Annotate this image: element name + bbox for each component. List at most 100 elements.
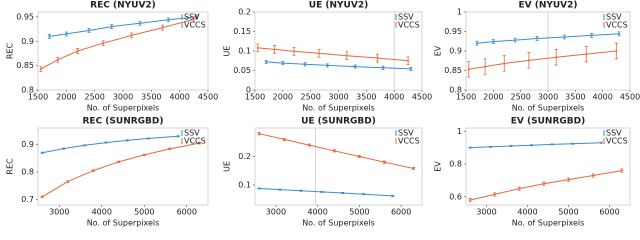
data-point (110, 25, 113, 28)
data-point (273, 48, 276, 51)
y-tick-label: 0.8 (21, 86, 34, 95)
x-tick-label: 4500 (412, 93, 432, 102)
data-point (542, 182, 545, 185)
data-point (492, 40, 495, 43)
legend-label: SSV (184, 129, 200, 138)
y-axis-label: EV (434, 161, 443, 172)
x-axis-label: No. of Superpixels (87, 104, 160, 113)
x-tick-label: 3000 (49, 208, 69, 217)
chart-title: EV (SUNRGBD) (511, 117, 585, 127)
y-tick-label: 0.15 (233, 27, 251, 36)
legend-label: VCCS (184, 21, 206, 30)
chart-title: UE (NYUV2) (309, 1, 368, 11)
data-point (376, 57, 379, 60)
data-point (590, 34, 593, 37)
data-point (620, 169, 623, 172)
data-point (563, 35, 566, 38)
plot-frame (254, 127, 423, 206)
y-axis-label: REC (6, 42, 15, 59)
data-point (168, 147, 171, 150)
x-axis-label: No. of Superpixels (512, 219, 585, 228)
data-point (555, 56, 558, 59)
y-axis-label: UE (223, 46, 232, 57)
data-point (139, 22, 141, 25)
data-point (326, 64, 329, 67)
x-tick-label: 3500 (565, 93, 585, 102)
data-point (279, 188, 282, 191)
y-tick-label: 0.7 (21, 195, 34, 204)
x-tick-label: 3500 (356, 93, 376, 102)
y-tick-label: 0.8 (449, 160, 462, 169)
data-point (130, 34, 133, 37)
data-point (467, 68, 470, 71)
data-point (333, 149, 336, 152)
legend-label: VCCS (398, 137, 420, 146)
data-point (615, 50, 618, 52)
y-axis-label: UE (223, 161, 232, 172)
data-point (362, 193, 365, 196)
y-tick-label: 0.2 (238, 152, 251, 161)
data-point (265, 60, 268, 63)
x-tick-label: 4500 (198, 93, 218, 102)
legend-label: SSV (398, 13, 414, 22)
y-tick-label: 0.95 (16, 12, 34, 21)
data-point (585, 53, 588, 56)
series-line (266, 61, 411, 70)
y-tick-label: 0.1 (238, 47, 251, 56)
x-tick-label: 4000 (384, 93, 404, 102)
x-tick-label: 3000 (328, 93, 348, 102)
data-point (65, 32, 68, 35)
series-line (42, 135, 179, 154)
chart-title: REC (SUNRGBD) (82, 117, 163, 127)
legend-label: SSV (398, 129, 414, 138)
legend-label: SSV (606, 129, 622, 138)
x-tick-label: 4000 (169, 93, 189, 102)
x-tick-label: 6000 (599, 208, 619, 217)
x-tick-label: 4500 (620, 93, 640, 102)
legend-label: VCCS (184, 137, 206, 146)
data-point (341, 192, 344, 195)
plot-frame (254, 11, 423, 91)
x-tick-label: 3000 (266, 208, 286, 217)
y-tick-label: 0.9 (21, 37, 34, 46)
x-tick-label: 3000 (538, 93, 558, 102)
data-point (198, 142, 201, 145)
x-tick-label: 1500 (245, 93, 265, 102)
page: REC (NYUV2) No. of Superpixels REC 1500 2000… (5, 0, 640, 228)
data-point (407, 59, 410, 62)
data-point (258, 132, 261, 135)
data-point (281, 62, 284, 65)
data-point (383, 161, 386, 164)
data-point (167, 18, 170, 21)
y-tick-label: 0.9 (449, 47, 462, 56)
data-point (126, 139, 129, 142)
data-point (567, 178, 570, 181)
x-tick-label: 2500 (300, 93, 320, 102)
data-point (484, 65, 487, 68)
y-tick-label: 0.8 (21, 168, 34, 177)
data-point (92, 169, 95, 172)
data-point (345, 54, 348, 57)
series-line (257, 47, 409, 62)
legend-label: VCCS (606, 137, 628, 146)
chart-title: REC (NYUV2) (90, 1, 156, 11)
chart-title: EV (NYUV2) (518, 1, 577, 11)
x-tick-label: 5000 (558, 208, 578, 217)
data-point (530, 144, 533, 147)
data-point (256, 46, 259, 49)
y-tick-label: 0 (246, 86, 251, 95)
data-point (66, 180, 69, 183)
x-tick-label: 5000 (349, 208, 369, 217)
x-tick-label: 6000 (391, 208, 411, 217)
data-point (469, 146, 472, 149)
y-tick-label: 0.9 (21, 140, 34, 149)
series-line (40, 18, 194, 70)
x-tick-label: 6000 (177, 208, 197, 217)
y-tick-label: 0.6 (449, 192, 462, 201)
data-point (105, 141, 107, 144)
data-point (299, 189, 302, 192)
data-point (62, 147, 65, 150)
x-tick-label: 2500 (510, 93, 530, 102)
y-tick-label: 1 (457, 127, 462, 136)
x-tick-label: 3000 (476, 208, 496, 217)
